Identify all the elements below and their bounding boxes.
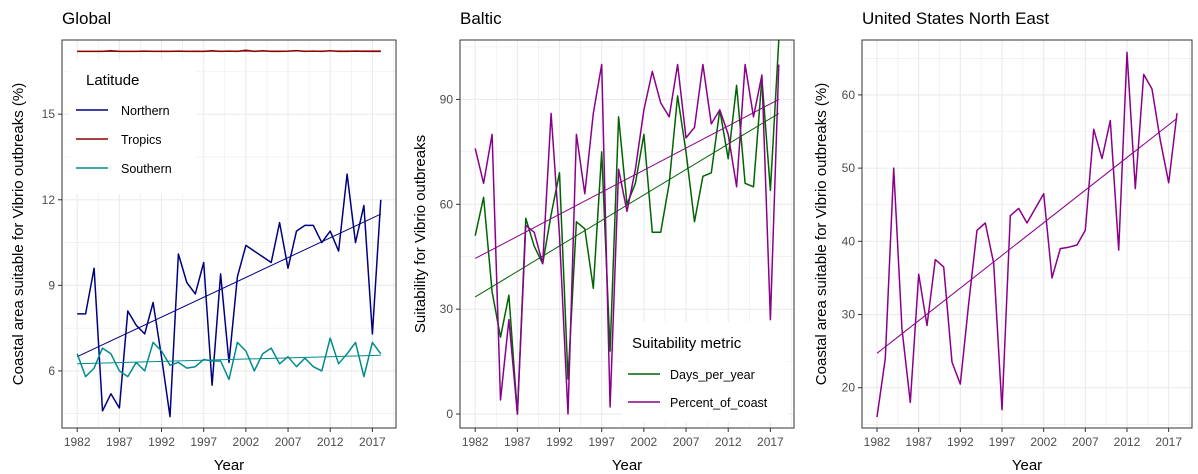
x-tick-label: 2007 (1072, 435, 1099, 449)
plot-frame (61, 39, 397, 429)
x-tick-label: 1982 (462, 435, 489, 449)
legend: Suitability metric Days_per_year Percent… (622, 322, 788, 422)
axis-ticks: 1982 1987 1992 1997 2002 2007 2012 2017 0 30 60 90 (440, 92, 784, 449)
panel-baltic: Baltic Suitability metric Days_per_year … (412, 9, 795, 474)
legend-background (622, 322, 788, 422)
x-tick-label: 1997 (588, 435, 615, 449)
y-tick-label: 6 (48, 364, 55, 378)
x-tick-label: 1992 (546, 435, 573, 449)
legend-title: Latitude (86, 72, 139, 89)
x-tick-label: 2012 (715, 435, 742, 449)
legend-label-days-per-year: Days_per_year (670, 368, 755, 382)
x-tick-label: 1997 (989, 435, 1016, 449)
axis-ticks: 1982 1987 1992 1997 2002 2007 2012 2017 20 30 40 50… (842, 88, 1183, 449)
x-tick-label: 2002 (1030, 435, 1057, 449)
series-lines (76, 49, 382, 418)
legend-label-percent-of-coast: Percent_of_coast (670, 396, 768, 410)
trend-line-series (876, 117, 1178, 354)
trend-line-days-per-year (474, 112, 780, 298)
plot-area (862, 40, 1192, 428)
x-tick-label: 2007 (673, 435, 700, 449)
x-tick-label: 1987 (106, 435, 133, 449)
y-tick-label: 9 (48, 278, 55, 292)
legend-label-northern: Northern (121, 104, 170, 118)
y-axis-label: Coastal area suitable for Vibrio outbrea… (813, 83, 830, 385)
y-tick-label: 50 (842, 161, 856, 175)
series-line-series (876, 51, 1178, 418)
trend-line-southern (77, 354, 381, 365)
x-tick-label: 2012 (317, 435, 344, 449)
series-lines (474, 39, 780, 415)
panel-title: United States North East (862, 9, 1049, 28)
x-tick-label: 1992 (947, 435, 974, 449)
series-line-northern (77, 173, 382, 418)
x-tick-label: 1997 (190, 435, 217, 449)
x-tick-label: 2017 (757, 435, 784, 449)
y-tick-label: 20 (842, 381, 856, 395)
plot-frame (861, 39, 1193, 429)
y-tick-label: 60 (440, 197, 454, 211)
trend-line-percent-of-coast (474, 98, 780, 259)
legend-background (70, 60, 196, 194)
y-tick-label: 30 (440, 302, 454, 316)
legend-label-tropics: Tropics (121, 133, 162, 147)
panel-title: Baltic (460, 9, 502, 28)
x-tick-label: 2017 (359, 435, 386, 449)
y-tick-label: 0 (446, 407, 453, 421)
x-tick-label: 2002 (233, 435, 260, 449)
x-tick-label: 1982 (64, 435, 91, 449)
x-tick-label: 2002 (631, 435, 658, 449)
y-tick-label: 30 (842, 308, 856, 322)
y-tick-label: 40 (842, 234, 856, 248)
y-axis-label: Coastal area suitable for Vibrio outbrea… (10, 83, 27, 385)
panel-title: Global (62, 9, 111, 28)
panel-global: Global Latitude Northern Tropics Souther… (10, 9, 397, 474)
x-tick-label: 1992 (148, 435, 175, 449)
plot-frame (459, 39, 795, 429)
y-tick-label: 60 (842, 88, 856, 102)
series-line-days-per-year (474, 39, 780, 415)
x-axis-label: Year (612, 457, 642, 474)
series-lines (876, 51, 1178, 418)
x-tick-label: 2017 (1155, 435, 1182, 449)
y-tick-label: 12 (42, 193, 56, 207)
trend-line-northern (76, 213, 382, 358)
legend-title: Suitability metric (632, 335, 742, 352)
x-axis-label: Year (214, 457, 244, 474)
x-tick-label: 1987 (504, 435, 531, 449)
trend-line-tropics (77, 50, 381, 52)
legend-label-southern: Southern (121, 162, 172, 176)
x-tick-label: 2012 (1114, 435, 1141, 449)
series-line-southern (76, 337, 382, 381)
y-axis-label: Suitability for Vibrio outbreaks (412, 135, 429, 333)
x-tick-label: 1987 (905, 435, 932, 449)
legend: Latitude Northern Tropics Southern (70, 60, 196, 194)
series-line-percent-of-coast (474, 63, 780, 415)
x-tick-label: 2007 (275, 435, 302, 449)
panel-us-north-east: United States North East 1982 1987 1992 199… (813, 9, 1193, 474)
axis-ticks: 1982 1987 1992 1997 2002 2007 2012 2017 6 9 12 15 (42, 107, 386, 449)
x-axis-label: Year (1012, 457, 1042, 474)
y-tick-label: 15 (42, 107, 56, 121)
x-tick-label: 1982 (864, 435, 891, 449)
y-tick-label: 90 (440, 92, 454, 106)
